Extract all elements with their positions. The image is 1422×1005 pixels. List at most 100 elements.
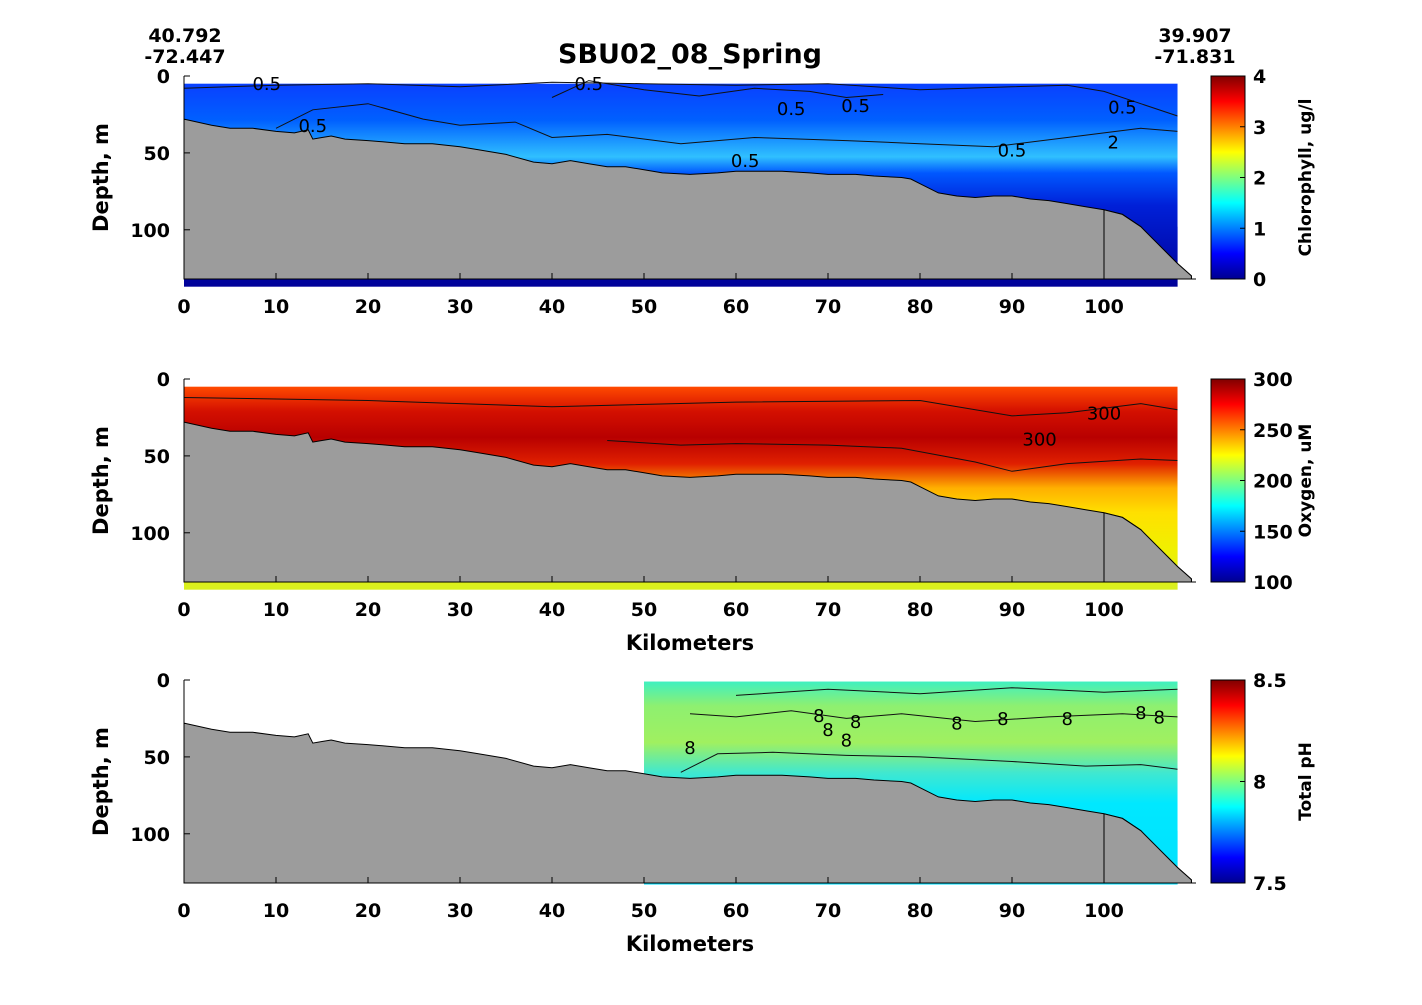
chart-title: SBU02_08_Spring [558, 39, 822, 70]
colorbar-label: Oxygen, uM [1296, 424, 1316, 538]
contour-label: 0.5 [841, 96, 870, 117]
x-tick-label: 40 [539, 296, 565, 318]
contour-label: 300 [1022, 430, 1056, 451]
x-tick-label: 0 [177, 296, 190, 318]
colorbar-tick-label: 2 [1253, 168, 1266, 190]
y-tick-label: 100 [130, 220, 170, 242]
x-tick-label: 50 [631, 900, 657, 922]
y-tick-label: 50 [144, 143, 170, 165]
x-tick-label: 90 [999, 900, 1025, 922]
nodata-gap [1177, 680, 1195, 831]
y-axis-label: Depth, m [89, 426, 113, 535]
x-axis-label: Kilometers [626, 932, 754, 956]
contour-label: 8 [1153, 707, 1164, 728]
x-tick-label: 80 [907, 296, 933, 318]
seafloor [183, 118, 1192, 280]
y-tick-label: 0 [157, 66, 170, 88]
x-tick-label: 40 [539, 599, 565, 621]
contour-label: 0.5 [1108, 97, 1137, 118]
end-lon: -71.831 [1154, 46, 1235, 68]
contour-label: 8 [850, 712, 861, 733]
x-tick-label: 90 [999, 599, 1025, 621]
colorbar-tick-label: 7.5 [1253, 873, 1287, 895]
x-tick-label: 80 [907, 900, 933, 922]
x-tick-label: 50 [631, 296, 657, 318]
colorbar-gradient [1210, 679, 1246, 884]
contour-label: 8 [951, 714, 962, 735]
start-lat: 40.792 [148, 25, 221, 47]
contour-label: 0.5 [777, 99, 806, 120]
x-tick-label: 20 [355, 296, 381, 318]
y-tick-label: 100 [130, 523, 170, 545]
contour-label: 8 [684, 738, 695, 759]
panel-oxygen: 300 300 0 10 20 30 40 50 60 70 80 90 100 0 50 100 Depth,… [89, 369, 1316, 655]
x-tick-label: 50 [631, 599, 657, 621]
contour-label: 8 [1061, 709, 1072, 730]
colorbar-tick-label: 300 [1253, 369, 1293, 391]
contour-line [689, 710, 1178, 723]
contour-line [735, 687, 1178, 696]
colorbar-gradient [1210, 378, 1246, 583]
contour-line [275, 103, 1178, 148]
panel-ph: 888 888 8 8 8 80 10 20 30 40 50 60 70 80 90 100050100De… [89, 670, 1316, 956]
x-tick-label: 10 [263, 599, 289, 621]
colorbar-gradient [1210, 75, 1246, 280]
x-tick-label: 100 [1084, 296, 1124, 318]
contour-label: 8 [841, 731, 852, 752]
x-tick-label: 30 [447, 599, 473, 621]
contour-line [183, 81, 1178, 117]
colorbar: 100 150 200 250 300 Oxygen, uM [1210, 369, 1316, 594]
x-tick-label: 70 [815, 296, 841, 318]
contour-label: 2 [1107, 133, 1118, 154]
x-tick-label: 70 [815, 900, 841, 922]
contour-label: 300 [1087, 403, 1121, 424]
x-tick-label: 70 [815, 599, 841, 621]
x-tick-label: 10 [263, 900, 289, 922]
x-tick-label: 40 [539, 900, 565, 922]
contour-label: 0.5 [252, 74, 281, 95]
y-axis-label: Depth, m [89, 727, 113, 836]
nodata-gap [1177, 379, 1195, 530]
contour-line [183, 397, 1178, 417]
x-tick-label: 80 [907, 599, 933, 621]
x-tick-label: 60 [723, 296, 749, 318]
colorbar-tick-label: 200 [1253, 471, 1293, 493]
contour-label: 0.5 [574, 74, 603, 95]
x-tick-label: 100 [1084, 900, 1124, 922]
contour-label: 8 [997, 709, 1008, 730]
panels: 0.50.50.5 0.50.50.50.50.520 10 20 30 40 50 60 70… [89, 66, 1316, 956]
y-tick-label: 50 [144, 446, 170, 468]
contour-line [680, 751, 1178, 773]
y-tick-label: 0 [157, 670, 170, 692]
contour-label: 8 [813, 706, 824, 727]
colorbar-tick-label: 150 [1253, 521, 1293, 543]
colorbar-tick-label: 0 [1253, 269, 1266, 291]
contour-label: 8 [1135, 703, 1146, 724]
colorbar-label: Total pH [1296, 742, 1316, 821]
x-tick-label: 0 [177, 599, 190, 621]
x-tick-label: 90 [999, 296, 1025, 318]
colorbar-tick-label: 4 [1253, 66, 1266, 88]
colorbar: 0 1 2 3 4 Chlorophyll, ug/l [1210, 66, 1316, 291]
colorbar-tick-label: 3 [1253, 117, 1266, 139]
seafloor [183, 421, 1192, 583]
panel-chlorophyll: 0.50.50.5 0.50.50.50.50.520 10 20 30 40 50 60 70… [89, 66, 1316, 318]
colorbar-tick-label: 8.5 [1253, 670, 1287, 692]
x-tick-label: 60 [723, 900, 749, 922]
colorbar-tick-label: 1 [1253, 218, 1266, 240]
colorbar-tick-label: 8 [1253, 772, 1266, 794]
x-tick-label: 20 [355, 900, 381, 922]
x-tick-label: 60 [723, 599, 749, 621]
colorbar-label: Chlorophyll, ug/l [1296, 99, 1316, 257]
end-lat: 39.907 [1158, 25, 1231, 47]
nodata-gap [1177, 76, 1195, 227]
colorbar-tick-label: 250 [1253, 420, 1293, 442]
x-tick-label: 30 [447, 900, 473, 922]
x-tick-label: 100 [1084, 599, 1124, 621]
y-tick-label: 0 [157, 369, 170, 391]
colorbar: 7.5 8 8.5 Total pH [1210, 670, 1316, 895]
contour-label: 8 [822, 720, 833, 741]
contour-label: 0.5 [731, 151, 760, 172]
contour-line [607, 440, 1178, 472]
